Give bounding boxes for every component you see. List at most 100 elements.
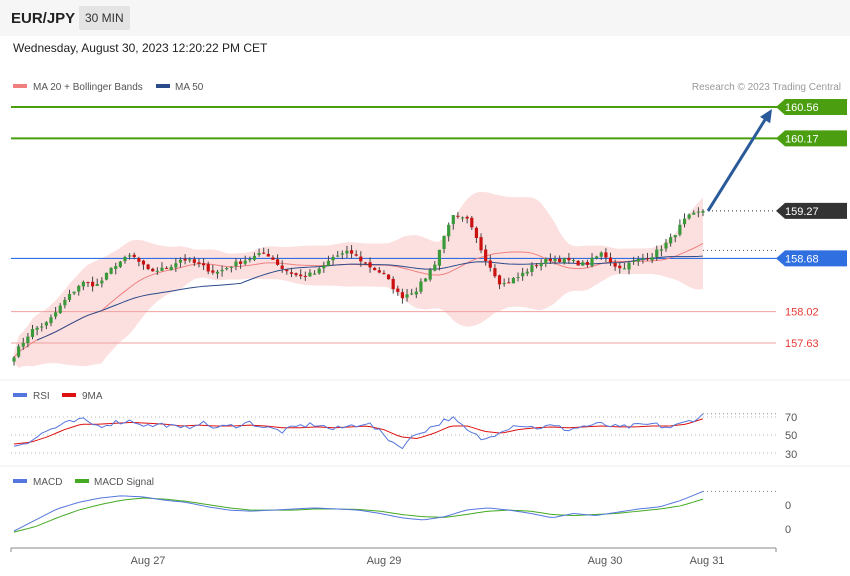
candle: [627, 261, 631, 275]
candle: [437, 249, 442, 271]
candle: [442, 235, 446, 254]
candle: [465, 215, 469, 224]
candle: [460, 216, 465, 222]
candle-body: [72, 291, 76, 294]
legend-label-ma50: MA 50: [175, 82, 204, 93]
candle: [137, 256, 141, 267]
candle: [484, 244, 488, 266]
candle-body: [317, 268, 321, 274]
candle: [215, 269, 220, 279]
last-price-tag: [776, 202, 847, 219]
candle-body: [470, 217, 474, 228]
candle-body: [497, 275, 502, 285]
candle: [275, 254, 280, 266]
candle-body: [30, 328, 35, 337]
candle: [682, 213, 687, 228]
macd-tick-upper: 0: [785, 500, 791, 512]
candle: [548, 253, 553, 264]
legend-label-ma20: MA 20 + Bollinger Bands: [33, 82, 143, 93]
candle-body: [396, 288, 400, 292]
candle-body: [493, 268, 497, 277]
timeframe-button[interactable]: 30 MIN: [79, 6, 130, 30]
candle: [225, 266, 229, 271]
candle: [155, 267, 159, 275]
resistance-tag-label: 160.17: [785, 133, 819, 145]
candle: [114, 262, 118, 275]
candle: [613, 259, 617, 271]
candle-body: [428, 269, 432, 280]
candle-body: [562, 258, 566, 263]
candle-body: [308, 272, 312, 277]
candle-body: [137, 258, 141, 262]
candle: [419, 278, 423, 294]
candle: [178, 257, 183, 268]
candle-body: [67, 293, 72, 300]
candle-body: [35, 327, 39, 330]
candle-body: [289, 272, 294, 274]
candle-body: [58, 305, 62, 314]
candle-body: [109, 267, 113, 274]
candle: [86, 281, 90, 287]
candle: [539, 259, 543, 271]
candle: [400, 288, 405, 304]
macd-panel: 0 0: [13, 490, 791, 536]
candle-body: [118, 261, 122, 267]
candle-body: [692, 212, 696, 215]
candle-body: [377, 270, 381, 273]
candle-body: [234, 261, 238, 267]
candle-body: [252, 255, 257, 260]
candle: [91, 276, 95, 292]
candle-body: [141, 260, 146, 265]
candle-body: [368, 262, 372, 268]
candle-body: [160, 267, 164, 271]
candle-body: [595, 256, 599, 259]
arrow-head: [760, 109, 772, 124]
candle: [174, 258, 178, 272]
rsi-tick-70: 70: [785, 412, 797, 424]
candle-body: [641, 258, 645, 260]
candle-body: [451, 215, 455, 225]
candle: [516, 272, 520, 282]
candle: [447, 222, 451, 242]
candle-body: [386, 274, 391, 280]
candle: [257, 248, 261, 257]
candle-body: [21, 342, 25, 347]
candle: [497, 274, 502, 290]
x-tick-label: Aug 27: [131, 555, 166, 567]
candle-body: [81, 281, 85, 287]
candle: [678, 219, 682, 237]
candle-body: [303, 275, 307, 277]
rsi-tick-50: 50: [785, 430, 797, 442]
candle-body: [206, 264, 210, 272]
candle-body: [211, 270, 215, 273]
candle-body: [345, 250, 349, 254]
candle-body: [382, 272, 386, 274]
candle: [146, 263, 150, 271]
candle-body: [12, 357, 16, 362]
candle-body: [128, 255, 132, 257]
candle-body: [285, 269, 289, 272]
resistance-tag: [776, 130, 847, 147]
candle-body: [701, 210, 705, 213]
candle: [317, 267, 321, 275]
candle-body: [645, 258, 650, 260]
candle-body: [405, 294, 409, 298]
candle: [396, 285, 400, 296]
pivot-tag: [776, 250, 847, 267]
candle: [599, 251, 603, 261]
candle: [169, 264, 173, 271]
candle: [650, 253, 654, 264]
candle-body: [91, 281, 95, 287]
candle: [377, 267, 381, 274]
candle: [692, 210, 696, 215]
candle: [206, 261, 210, 275]
candle: [521, 267, 525, 281]
candle: [67, 289, 72, 302]
candle-body: [571, 259, 576, 261]
candle-body: [511, 278, 516, 284]
candle: [118, 260, 122, 269]
candle: [211, 264, 215, 275]
legend-label-rsi-ma: 9MA: [82, 391, 103, 402]
candle-body: [576, 260, 580, 266]
